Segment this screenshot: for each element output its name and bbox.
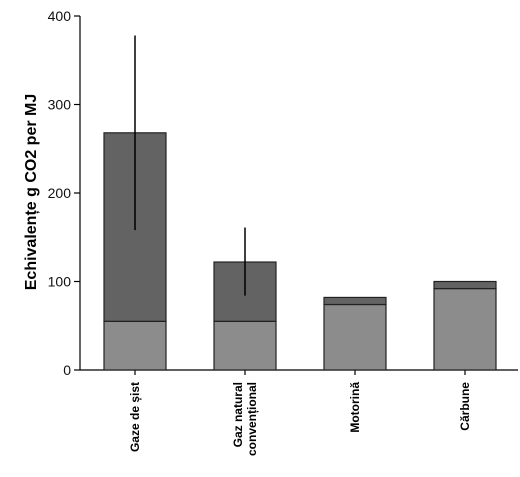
y-tick-label-400: 400 <box>48 8 72 24</box>
bar-2-segment-1 <box>323 296 387 306</box>
x-category-label-line: Cărbune <box>458 382 472 431</box>
y-tick-label-100: 100 <box>48 274 72 290</box>
bar-2-segment-0 <box>323 303 387 371</box>
y-tick-label-200: 200 <box>48 185 72 201</box>
bar-1-segment-0 <box>213 320 277 371</box>
x-category-label-line: Motorină <box>348 382 362 433</box>
y-tick-label-300: 300 <box>48 97 72 113</box>
y-axis-title: Echivalențe g CO2 per MJ <box>23 94 40 291</box>
x-category-label-line: Gaz natural <box>231 382 245 447</box>
x-category-label-line: convențional <box>245 382 259 456</box>
x-category-label-0: Gaze de șist <box>128 382 142 452</box>
x-category-label-2: Motorină <box>348 382 362 433</box>
x-category-label-line: Gaze de șist <box>128 382 142 452</box>
x-category-label-1: Gaz naturalconvențional <box>231 382 259 456</box>
y-tick-label-0: 0 <box>63 362 71 378</box>
bar-3-segment-1 <box>433 280 497 290</box>
bar-0-segment-0 <box>103 320 167 371</box>
x-category-label-3: Cărbune <box>458 382 472 431</box>
bar-3-segment-0 <box>433 287 497 371</box>
